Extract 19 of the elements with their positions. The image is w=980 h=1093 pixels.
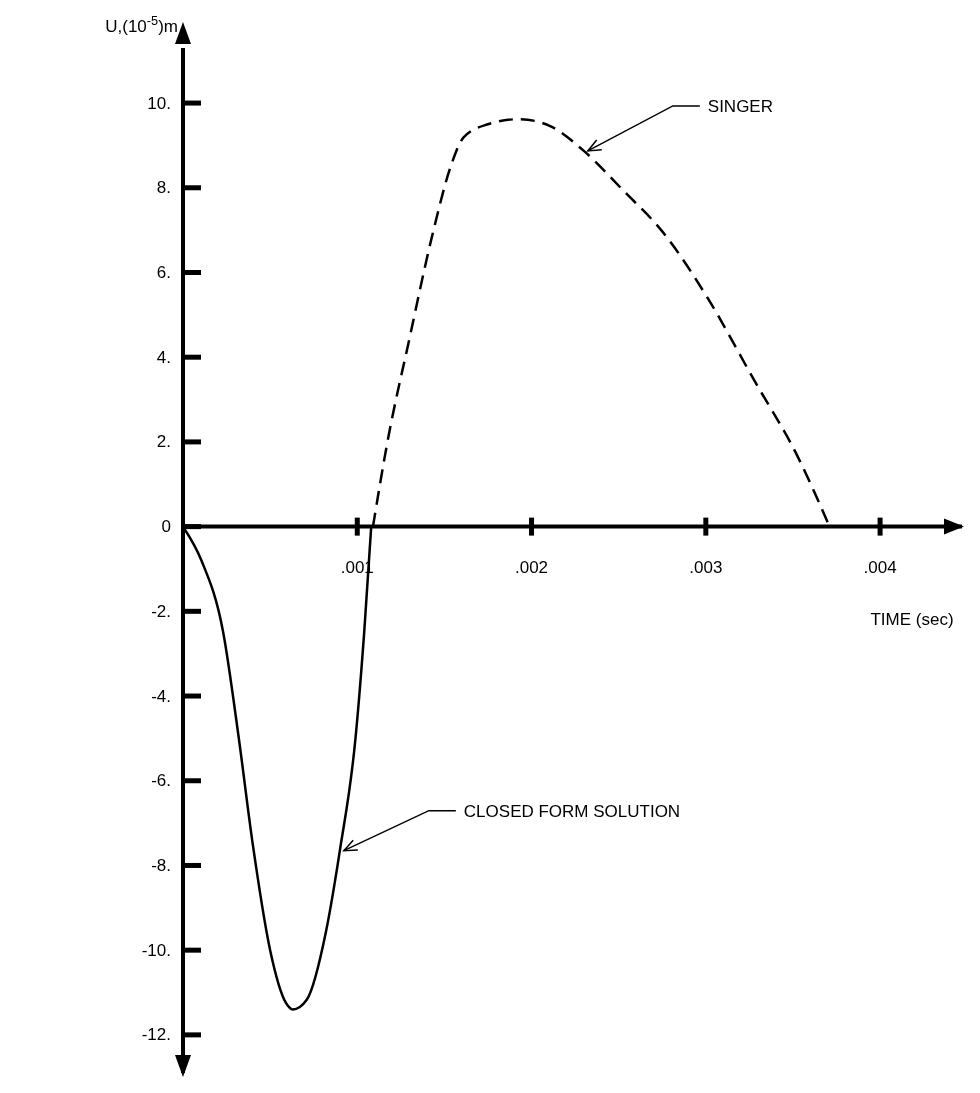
y-tick-label: 4. [156,347,171,367]
y-tick-label: -2. [151,601,171,621]
y-tick-label: 6. [156,262,171,282]
y-tick-label: -8. [151,855,171,875]
text: SINGER [707,96,774,116]
x-axis-title: TIME (sec) [870,609,954,629]
y-tick-label: -4. [151,686,171,706]
y-tick-label: 10. [147,93,171,113]
x-tick-label: .002 [515,557,549,577]
y-tick-label: 8. [156,178,171,198]
y-tick-label: 2. [156,432,171,452]
x-tick-label: .003 [689,557,723,577]
y-tick-label: 0 [161,517,171,537]
y-tick-label: -12. [141,1025,171,1045]
y-tick-label: -6. [151,771,171,791]
x-tick-label: .004 [863,557,897,577]
y-axis-title: U,(10$^{-5}$)m [105,12,178,36]
text: CLOSED FORM SOLUTION [463,801,681,821]
y-tick-label: -10. [141,940,171,960]
